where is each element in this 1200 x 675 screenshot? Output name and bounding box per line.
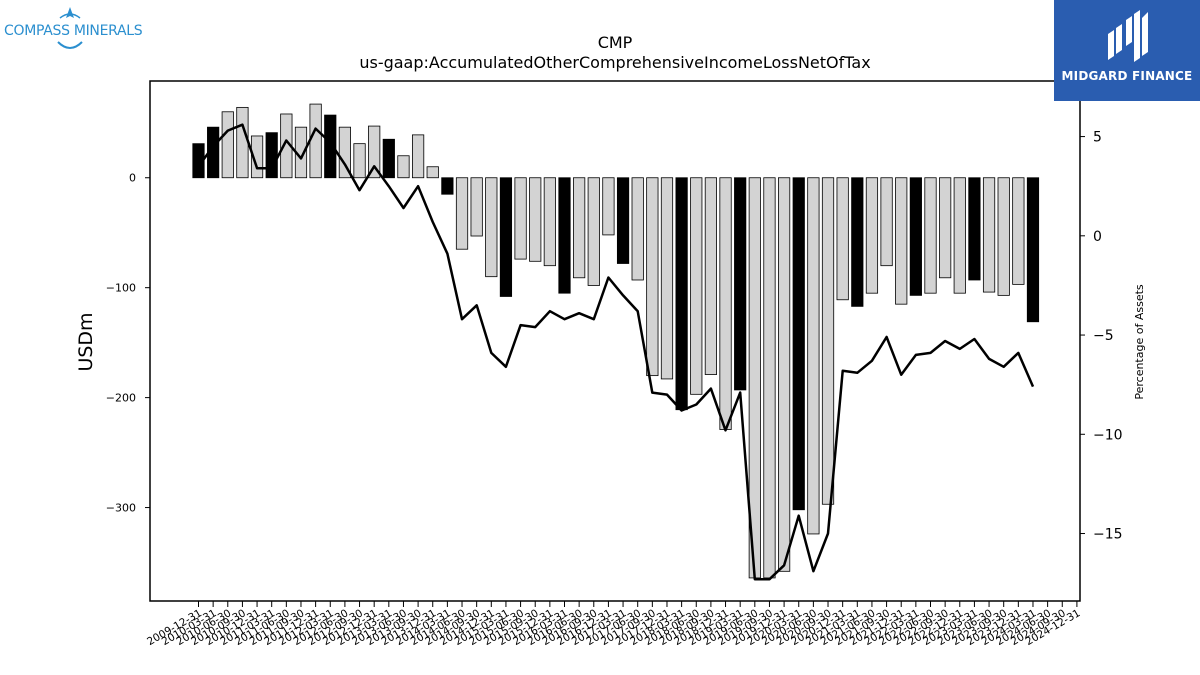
bar	[865, 177, 879, 294]
bar	[558, 177, 571, 294]
y-tick-label: −200	[106, 392, 136, 405]
bar	[821, 177, 835, 505]
bar	[587, 177, 600, 286]
bar	[734, 177, 747, 391]
bar	[616, 177, 630, 264]
bar	[192, 143, 205, 179]
bar	[704, 177, 718, 375]
bar	[939, 177, 952, 279]
bar	[982, 177, 996, 293]
bar	[221, 111, 234, 179]
chart-subtitle: us-gaap:AccumulatedOtherComprehensiveInc…	[359, 53, 870, 72]
bar	[646, 177, 659, 377]
bar	[660, 177, 674, 380]
bar	[778, 177, 791, 572]
bar	[441, 177, 454, 195]
bar	[763, 177, 776, 579]
chart-title: CMP	[598, 33, 633, 52]
compass-minerals-logo: COMPASS MINERALS	[4, 4, 154, 54]
bar	[353, 143, 366, 179]
bar	[411, 134, 425, 179]
bar	[485, 177, 498, 278]
bar	[324, 114, 337, 179]
bar	[543, 177, 556, 267]
bar	[1012, 177, 1025, 285]
midgard-icon	[1108, 10, 1148, 62]
midgard-text: MIDGARD FINANCE	[1061, 69, 1193, 83]
y2-tick-label: −10	[1093, 427, 1123, 443]
y-axis-label: USDm	[75, 312, 97, 371]
bar	[690, 177, 703, 395]
bar	[265, 132, 278, 179]
bar	[851, 177, 864, 307]
bar	[719, 177, 732, 430]
bar	[792, 177, 805, 511]
line-series	[197, 123, 1035, 581]
midgard-finance-logo: MIDGARD FINANCE	[1054, 0, 1200, 101]
bar	[997, 177, 1010, 296]
bar	[250, 135, 264, 179]
bar	[338, 126, 352, 179]
bar	[236, 106, 249, 179]
bar	[529, 177, 542, 262]
y-tick-label: −300	[106, 502, 136, 515]
bar	[807, 177, 820, 535]
y2-tick-label: 5	[1093, 130, 1102, 146]
bar	[382, 138, 395, 179]
bar	[470, 177, 483, 237]
bar	[426, 166, 439, 179]
bar	[924, 177, 937, 294]
bar	[455, 177, 469, 250]
bar	[880, 177, 893, 267]
bar	[895, 177, 908, 305]
y2-tick-label: −5	[1093, 328, 1114, 344]
bar	[909, 177, 922, 296]
y2-tick-label: 0	[1093, 229, 1102, 245]
compass-icon	[57, 7, 83, 49]
bar	[675, 177, 688, 411]
plot-frame	[149, 80, 1081, 602]
bar	[499, 177, 513, 297]
y2-axis-label: Percentage of Assets	[1133, 284, 1146, 400]
y-tick-label: 0	[129, 172, 136, 185]
bar	[514, 177, 527, 260]
bar	[1026, 177, 1040, 323]
y-tick-label: −100	[106, 282, 136, 295]
bar	[397, 155, 410, 179]
bar-series	[192, 103, 1040, 579]
bar	[953, 177, 966, 294]
bar	[573, 177, 586, 279]
bar	[309, 103, 322, 179]
y2-tick-label: −15	[1093, 527, 1123, 543]
brand-text: COMPASS MINERALS	[4, 23, 143, 39]
bar	[836, 177, 849, 301]
bar	[368, 125, 381, 179]
bar	[968, 177, 981, 281]
bar	[631, 177, 644, 281]
bar	[602, 177, 615, 236]
